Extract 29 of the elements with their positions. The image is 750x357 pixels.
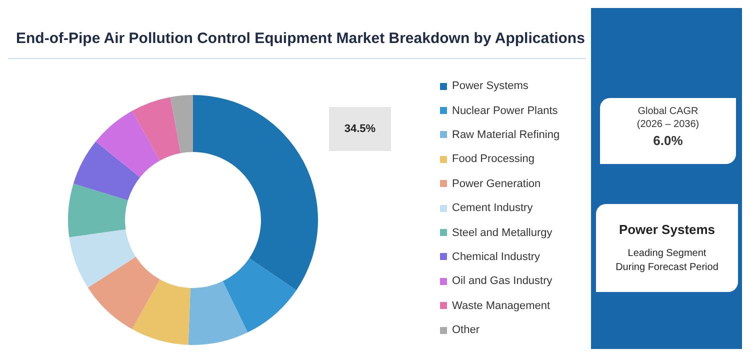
legend-label: Waste Management — [451, 298, 552, 314]
donut-slice — [222, 258, 296, 332]
legend-label: Power Generation — [451, 176, 542, 192]
legend-label: Steel and Metallurgy — [451, 226, 554, 241]
chart-title: End-of-Pipe Air Pollution Control Equipment Market Breakdown by Applications — [16, 30, 586, 47]
text: Global CAGR — [636, 106, 700, 117]
donut-slice — [193, 95, 318, 290]
legend-label: Nuclear Power Plants — [451, 104, 559, 119]
legend-label: Raw Material Refining — [451, 128, 560, 143]
donut-slice — [170, 95, 193, 154]
donut-slice — [88, 256, 160, 330]
text: (2026 – 2036) — [636, 119, 700, 130]
donut-slice — [68, 184, 128, 238]
donut-slice — [69, 229, 136, 288]
text: 6.0% — [652, 133, 684, 148]
donut-slice — [96, 110, 160, 178]
legend-label: Chemical Industry — [451, 250, 542, 265]
data-label: 34.5% — [329, 107, 391, 151]
text: Leading Segment During Forecast Period — [614, 247, 720, 275]
donut-slice — [73, 142, 140, 200]
donut-slice — [132, 97, 181, 161]
legend-label: Cement Industry — [451, 201, 534, 216]
legend-label: Oil and Gas Industry — [451, 274, 554, 290]
donut-slice — [188, 281, 248, 345]
legend-label: Other — [451, 323, 481, 338]
legend-label: Power Systems — [451, 79, 530, 94]
legend-label: Food Processing — [451, 152, 536, 168]
donut-slice — [132, 279, 190, 345]
text: Power Systems — [618, 222, 716, 237]
